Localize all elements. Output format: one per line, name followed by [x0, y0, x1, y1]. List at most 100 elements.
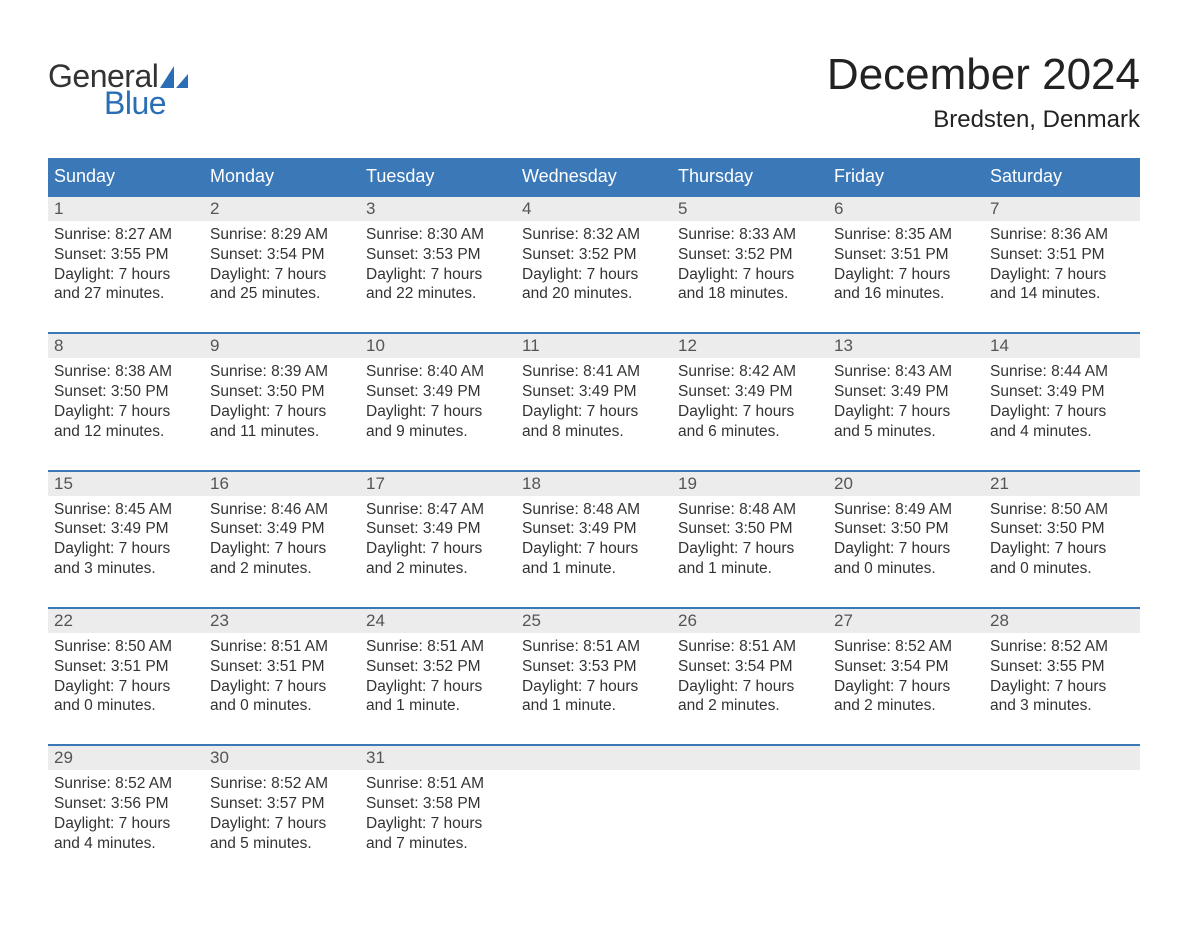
detail-line: Daylight: 7 hours [54, 677, 198, 697]
detail-line: Sunrise: 8:48 AM [678, 500, 822, 520]
day-cell: 28Sunrise: 8:52 AMSunset: 3:55 PMDayligh… [984, 608, 1140, 745]
calendar-body: 1Sunrise: 8:27 AMSunset: 3:55 PMDaylight… [48, 196, 1140, 882]
day-details: Sunrise: 8:43 AMSunset: 3:49 PMDaylight:… [834, 362, 978, 441]
detail-line: Sunset: 3:54 PM [834, 657, 978, 677]
detail-line: Sunrise: 8:32 AM [522, 225, 666, 245]
detail-line: Sunset: 3:51 PM [990, 245, 1134, 265]
daynum-bar: 31 [360, 746, 516, 770]
detail-line: Sunrise: 8:48 AM [522, 500, 666, 520]
detail-line: Daylight: 7 hours [678, 539, 822, 559]
day-details: Sunrise: 8:47 AMSunset: 3:49 PMDaylight:… [366, 500, 510, 579]
detail-line: Daylight: 7 hours [678, 265, 822, 285]
detail-line: and 12 minutes. [54, 422, 198, 442]
detail-line: Sunset: 3:49 PM [522, 519, 666, 539]
detail-line: and 11 minutes. [210, 422, 354, 442]
detail-line: Sunrise: 8:51 AM [522, 637, 666, 657]
day-number: 14 [990, 336, 1009, 355]
detail-line: Sunrise: 8:40 AM [366, 362, 510, 382]
detail-line: Daylight: 7 hours [834, 402, 978, 422]
daynum-bar: 2 [204, 197, 360, 221]
day-details: Sunrise: 8:42 AMSunset: 3:49 PMDaylight:… [678, 362, 822, 441]
brand-word2: Blue [104, 85, 188, 122]
detail-line: Sunset: 3:54 PM [678, 657, 822, 677]
detail-line: and 5 minutes. [834, 422, 978, 442]
weekday-header: Tuesday [360, 158, 516, 196]
daynum-bar: 14 [984, 334, 1140, 358]
detail-line: Sunset: 3:50 PM [210, 382, 354, 402]
detail-line: Sunrise: 8:38 AM [54, 362, 198, 382]
day-details: Sunrise: 8:50 AMSunset: 3:50 PMDaylight:… [990, 500, 1134, 579]
detail-line: and 5 minutes. [210, 834, 354, 854]
day-number: 11 [522, 336, 540, 355]
day-cell: . [516, 745, 672, 881]
day-number: 25 [522, 611, 541, 630]
daynum-bar: 18 [516, 472, 672, 496]
detail-line: and 1 minute. [522, 559, 666, 579]
week-row: 1Sunrise: 8:27 AMSunset: 3:55 PMDaylight… [48, 196, 1140, 333]
detail-line: Sunset: 3:49 PM [54, 519, 198, 539]
day-details: Sunrise: 8:51 AMSunset: 3:54 PMDaylight:… [678, 637, 822, 716]
detail-line: and 3 minutes. [54, 559, 198, 579]
daynum-bar: 27 [828, 609, 984, 633]
detail-line: Sunrise: 8:27 AM [54, 225, 198, 245]
day-cell: 23Sunrise: 8:51 AMSunset: 3:51 PMDayligh… [204, 608, 360, 745]
weekday-header-row: Sunday Monday Tuesday Wednesday Thursday… [48, 158, 1140, 196]
detail-line: Daylight: 7 hours [210, 677, 354, 697]
detail-line: Sunset: 3:49 PM [990, 382, 1134, 402]
day-details: Sunrise: 8:40 AMSunset: 3:49 PMDaylight:… [366, 362, 510, 441]
week-row: 8Sunrise: 8:38 AMSunset: 3:50 PMDaylight… [48, 333, 1140, 470]
month-title: December 2024 [827, 50, 1140, 100]
daynum-bar: 7 [984, 197, 1140, 221]
daynum-bar: 26 [672, 609, 828, 633]
day-number: 16 [210, 474, 229, 493]
detail-line: Sunrise: 8:51 AM [366, 637, 510, 657]
day-details: Sunrise: 8:36 AMSunset: 3:51 PMDaylight:… [990, 225, 1134, 304]
day-cell: 22Sunrise: 8:50 AMSunset: 3:51 PMDayligh… [48, 608, 204, 745]
detail-line: Sunset: 3:55 PM [990, 657, 1134, 677]
day-number: 21 [990, 474, 1009, 493]
day-cell: 20Sunrise: 8:49 AMSunset: 3:50 PMDayligh… [828, 471, 984, 608]
day-number: 2 [210, 199, 219, 218]
week-row: 29Sunrise: 8:52 AMSunset: 3:56 PMDayligh… [48, 745, 1140, 881]
detail-line: Daylight: 7 hours [210, 814, 354, 834]
detail-line: Sunrise: 8:52 AM [210, 774, 354, 794]
detail-line: Daylight: 7 hours [210, 402, 354, 422]
day-details: Sunrise: 8:52 AMSunset: 3:56 PMDaylight:… [54, 774, 198, 853]
detail-line: Sunrise: 8:52 AM [834, 637, 978, 657]
detail-line: and 0 minutes. [210, 696, 354, 716]
detail-line: and 22 minutes. [366, 284, 510, 304]
detail-line: Sunrise: 8:46 AM [210, 500, 354, 520]
day-number: 10 [366, 336, 385, 355]
detail-line: Sunset: 3:58 PM [366, 794, 510, 814]
daynum-bar: 15 [48, 472, 204, 496]
detail-line: Sunrise: 8:47 AM [366, 500, 510, 520]
week-row: 15 Sunrise: 8:45 AMSunset: 3:49 PMDayligh… [48, 471, 1140, 608]
location-label: Bredsten, Denmark [827, 106, 1140, 134]
weekday-header: Monday [204, 158, 360, 196]
day-details: Sunrise: 8:48 AMSunset: 3:49 PMDaylight:… [522, 500, 666, 579]
detail-line: and 1 minute. [678, 559, 822, 579]
day-cell: 10 Sunrise: 8:40 AMSunset: 3:49 PMDayligh… [360, 333, 516, 470]
daynum-bar: 11 [516, 334, 672, 358]
detail-line: Daylight: 7 hours [366, 539, 510, 559]
detail-line: and 6 minutes. [678, 422, 822, 442]
daynum-bar: 23 [204, 609, 360, 633]
daynum-bar: 8 [48, 334, 204, 358]
detail-line: Sunset: 3:49 PM [522, 382, 666, 402]
detail-line: and 8 minutes. [522, 422, 666, 442]
day-details: Sunrise: 8:49 AMSunset: 3:50 PMDaylight:… [834, 500, 978, 579]
daynum-bar: . [984, 746, 1140, 770]
detail-line: Sunrise: 8:41 AM [522, 362, 666, 382]
day-cell: 1Sunrise: 8:27 AMSunset: 3:55 PMDaylight… [48, 196, 204, 333]
day-cell: 24Sunrise: 8:51 AMSunset: 3:52 PMDayligh… [360, 608, 516, 745]
detail-line: Daylight: 7 hours [678, 402, 822, 422]
day-number: 28 [990, 611, 1009, 630]
detail-line: Sunset: 3:50 PM [834, 519, 978, 539]
detail-line: Sunrise: 8:52 AM [990, 637, 1134, 657]
detail-line: Daylight: 7 hours [210, 265, 354, 285]
day-details: Sunrise: 8:45 AMSunset: 3:49 PMDaylight:… [54, 500, 198, 579]
detail-line: Sunset: 3:53 PM [522, 657, 666, 677]
detail-line: Daylight: 7 hours [210, 539, 354, 559]
day-cell: 9Sunrise: 8:39 AMSunset: 3:50 PMDaylight… [204, 333, 360, 470]
day-cell: 29Sunrise: 8:52 AMSunset: 3:56 PMDayligh… [48, 745, 204, 881]
